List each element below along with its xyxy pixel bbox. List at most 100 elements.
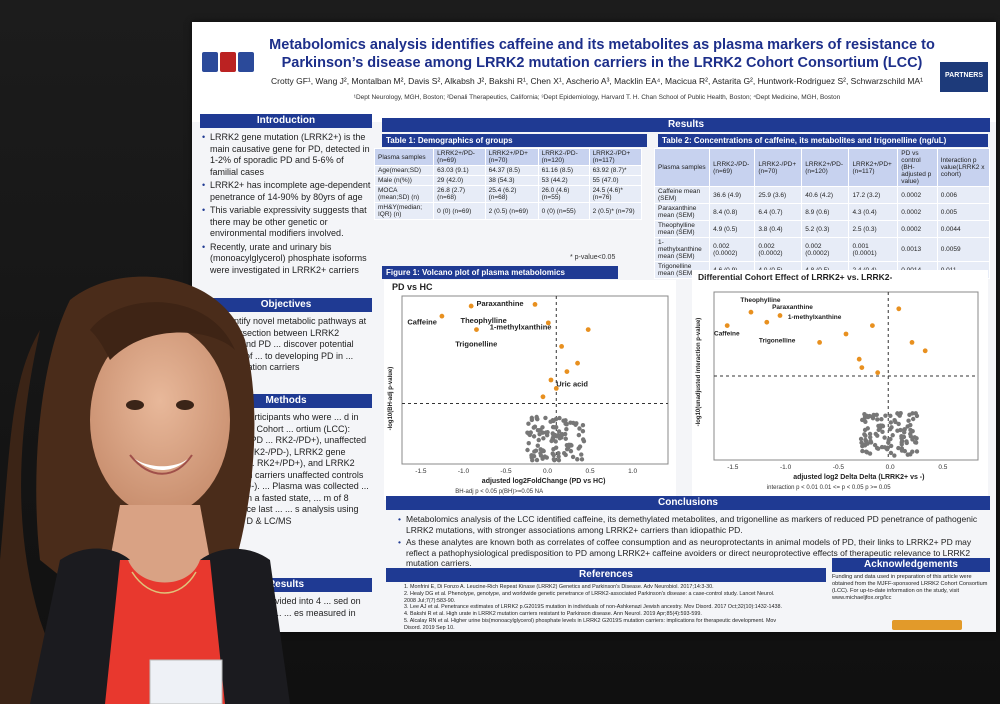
significant-point [553, 386, 559, 391]
metabolite-label: Theophylline [740, 297, 780, 304]
metabolite-label: Uric acid [556, 380, 588, 389]
data-point [566, 442, 572, 448]
table-cell: 0.002 (0.0002) [709, 237, 756, 262]
data-point [573, 422, 578, 427]
acknowledgements-text: Funding and data used in preparation of … [832, 574, 988, 601]
metabolite-label: Trigonelline [455, 339, 497, 348]
reference-item: 5. Alcalay RN et al. Higher urine bis(mo… [404, 617, 777, 631]
table-cell: 25.9 (3.6) [754, 186, 803, 204]
plot-frame [401, 295, 669, 465]
table-cell: 0.0044 [936, 220, 991, 238]
table-cell: 0 (0) (n=55) [537, 202, 590, 220]
data-point [568, 448, 574, 454]
data-point [576, 432, 582, 438]
reference-item: 4. Bakshi R et al. High urate in LRRK2 m… [404, 611, 702, 618]
data-point [892, 453, 897, 458]
data-point [896, 412, 902, 417]
x-axis-label: adjusted log2 Delta Delta (LRRK2+ vs -) [793, 474, 924, 481]
data-point [536, 437, 541, 443]
data-point [905, 452, 910, 457]
methods-header: Methods [200, 394, 372, 408]
data-point [532, 424, 538, 429]
data-point [873, 431, 878, 437]
poster-header: Metabolomics analysis identifies caffein… [192, 22, 996, 122]
table-header-cell: LRRK2-/PD+ (n=70) [754, 148, 803, 187]
table-header-cell: LRRK2-/PD+ (n=117) [588, 148, 643, 166]
data-point [871, 412, 876, 418]
metabolite-label: Paraxanthine [476, 299, 523, 308]
data-point [564, 427, 569, 432]
table-cell: 0.0002 [897, 220, 938, 238]
data-point [888, 420, 894, 425]
x-tick-label: -1.5 [415, 468, 427, 475]
table-row: MOCA (mean;SD) (n) 26.8 (2.7) (n=68) 25.4 … [373, 185, 643, 203]
data-point [526, 421, 531, 426]
data-point [912, 435, 917, 440]
table-cell: 64.37 (8.5) [484, 165, 539, 176]
table-cell: 61.16 (8.5) [537, 165, 590, 176]
data-point [534, 414, 539, 420]
x-tick-label: 1.0 [628, 468, 637, 475]
significant-point [817, 340, 822, 345]
data-point [551, 452, 556, 458]
significant-point [843, 331, 849, 337]
data-point [526, 440, 531, 446]
x-tick-label: 0.0 [543, 468, 552, 475]
data-point [901, 434, 907, 440]
references-list: 1. Monfrini E, Di Fonzo A. Leucine-Rich … [404, 584, 784, 632]
data-point [542, 454, 548, 459]
metabolite-label: Trigonelline [759, 337, 796, 344]
data-point [552, 425, 557, 430]
metabolite-label: 1-methylxanthine [788, 314, 842, 321]
data-point [888, 413, 893, 419]
results-left-header: Results [200, 578, 372, 592]
table-header-cell: Interaction p value(LRRK2 x cohort) [936, 148, 991, 187]
data-point [559, 432, 565, 437]
data-point [526, 431, 532, 437]
data-point [525, 447, 530, 453]
data-point [556, 458, 562, 463]
significant-point [870, 323, 875, 328]
table-cell: 0.0002 [897, 203, 938, 221]
table-cell: Caffeine mean (SEM) [653, 186, 711, 204]
data-point [898, 427, 903, 433]
significant-point [856, 356, 862, 362]
data-point [552, 458, 557, 463]
table-cell: 40.6 (4.2) [801, 186, 850, 204]
table-row: Caffeine mean (SEM) 36.6 (4.9) 25.9 (3.6) 4… [653, 186, 991, 204]
metabolite-label: Caffeine [714, 331, 740, 338]
data-point [883, 413, 888, 418]
data-point [535, 428, 541, 433]
data-point [887, 427, 893, 432]
data-point [859, 440, 864, 445]
table-cell: 53 (44.2) [537, 175, 590, 186]
table-cell: 1-methylxanthine mean (SEM) [653, 237, 711, 262]
table-row: Age(mean;SD) 63.03 (9.1) 64.37 (8.5) 61.16 … [373, 165, 643, 176]
significant-point [474, 327, 479, 332]
data-point [556, 429, 562, 434]
table-cell: 36.6 (4.9) [709, 186, 756, 204]
data-point [914, 449, 920, 454]
data-point [875, 417, 880, 422]
data-point [531, 434, 537, 439]
data-point [899, 448, 905, 453]
data-point [577, 426, 582, 431]
data-point [535, 443, 540, 448]
significant-point [564, 369, 570, 374]
table-header-cell: Plasma samples [653, 148, 711, 187]
significant-point [875, 370, 881, 376]
figure1-caption: Figure 1: Volcano plot of plasma metabol… [382, 266, 618, 279]
data-point [863, 438, 869, 444]
plot-legend: interaction p < 0.01 0.01 <= p < 0.05 p … [767, 485, 891, 491]
data-point [880, 429, 885, 435]
table-cell: Male (n(%)) [373, 175, 435, 186]
significant-point [545, 320, 551, 326]
table-cell: 3.8 (0.4) [754, 220, 803, 238]
methods-text: ... jects: Participants who were ... d i… [210, 412, 369, 526]
data-point [899, 442, 904, 447]
metabolite-label: Caffeine [407, 318, 437, 327]
table-cell: 38 (54.3) [484, 175, 539, 186]
results-left-text: ... ubjects, subdivided into 4 ... sed o… [210, 596, 361, 629]
objectives-header: Objectives [200, 298, 372, 312]
data-point [554, 434, 559, 439]
